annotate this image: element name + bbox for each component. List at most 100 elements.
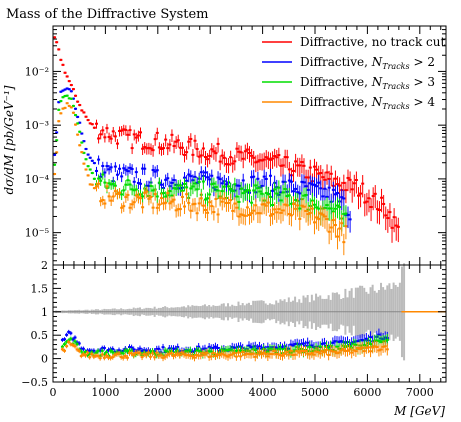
main-data-point bbox=[183, 182, 187, 185]
legend-entry-label: Diffractive, NTracks > 3 bbox=[300, 75, 435, 91]
main-data-point bbox=[271, 189, 275, 192]
main-data-point bbox=[130, 147, 134, 150]
ratio-data-point bbox=[285, 351, 289, 354]
main-data-point bbox=[78, 130, 82, 133]
ratio-data-point bbox=[337, 351, 341, 354]
main-data-point bbox=[342, 212, 346, 215]
ratio-data-point bbox=[385, 338, 389, 341]
main-data-point bbox=[170, 133, 174, 136]
main-data-point bbox=[193, 182, 197, 185]
main-data-point bbox=[292, 169, 296, 172]
main-data-point bbox=[281, 164, 285, 167]
main-data-point bbox=[191, 153, 195, 156]
main-data-point bbox=[115, 192, 119, 195]
main-data-point bbox=[260, 184, 264, 187]
main-data-point bbox=[233, 202, 237, 205]
main-data-point bbox=[92, 187, 96, 190]
ratio-data-point bbox=[119, 351, 123, 354]
main-data-point bbox=[250, 176, 254, 179]
ratio-data-point bbox=[383, 345, 387, 348]
main-data-point bbox=[273, 188, 277, 191]
ratio-data-point bbox=[348, 348, 352, 351]
main-data-point bbox=[292, 203, 296, 206]
main-data-point bbox=[369, 205, 373, 208]
main-data-point bbox=[212, 182, 216, 185]
main-data-point bbox=[130, 203, 134, 206]
ratio-data-point bbox=[377, 349, 381, 352]
main-data-point bbox=[239, 151, 243, 154]
ratio-data-point bbox=[92, 349, 96, 352]
main-data-point bbox=[80, 109, 84, 112]
ratio-data-point bbox=[167, 352, 171, 355]
main-data-point bbox=[147, 146, 151, 149]
main-data-point bbox=[296, 191, 300, 194]
main-data-point bbox=[248, 151, 251, 154]
ratio-data-point bbox=[335, 352, 339, 355]
main-data-point bbox=[172, 145, 176, 148]
main-data-point bbox=[281, 180, 285, 183]
ratio-data-point bbox=[203, 347, 207, 350]
ratio-data-point bbox=[375, 346, 379, 349]
ratio-data-point bbox=[299, 349, 303, 352]
main-data-point bbox=[84, 147, 88, 150]
ratio-data-point bbox=[90, 353, 94, 356]
main-data-point bbox=[283, 203, 287, 206]
main-data-point bbox=[55, 151, 59, 154]
main-data-point bbox=[302, 164, 306, 167]
main-data-point bbox=[384, 214, 388, 217]
ratio-data-point bbox=[291, 344, 295, 347]
ratio-data-point bbox=[75, 348, 79, 351]
ratio-data-point bbox=[337, 340, 341, 343]
ratio-data-point bbox=[260, 353, 264, 356]
main-data-point bbox=[319, 172, 323, 175]
ratio-data-point bbox=[360, 338, 364, 341]
main-data-point bbox=[346, 213, 350, 216]
main-data-point bbox=[55, 41, 59, 44]
ratio-x-tick-label: 3000 bbox=[196, 386, 224, 399]
main-data-point bbox=[164, 195, 168, 198]
main-data-point bbox=[71, 104, 75, 107]
main-data-point bbox=[237, 184, 241, 187]
ratio-data-point bbox=[322, 342, 326, 345]
main-data-point bbox=[141, 195, 145, 198]
main-data-point bbox=[352, 182, 356, 185]
main-data-point bbox=[105, 165, 109, 168]
ratio-data-point bbox=[207, 355, 211, 358]
main-data-point bbox=[317, 181, 321, 184]
main-data-point bbox=[325, 204, 329, 207]
ratio-data-point bbox=[132, 354, 136, 357]
main-data-point bbox=[65, 87, 69, 90]
ratio-data-point bbox=[111, 347, 115, 350]
ratio-data-point bbox=[247, 344, 251, 347]
ratio-data-point bbox=[138, 352, 142, 355]
ratio-data-point bbox=[192, 356, 196, 359]
main-data-point bbox=[319, 187, 323, 190]
main-data-point bbox=[99, 133, 103, 136]
main-data-point bbox=[310, 207, 314, 210]
ratio-data-point bbox=[283, 352, 287, 355]
main-data-point bbox=[218, 178, 222, 181]
ratio-data-point bbox=[128, 346, 132, 349]
main-data-point bbox=[151, 189, 155, 192]
main-data-point bbox=[153, 138, 157, 141]
main-data-point bbox=[65, 94, 69, 97]
main-data-point bbox=[168, 202, 172, 205]
main-data-point bbox=[300, 180, 304, 183]
main-data-point bbox=[124, 128, 128, 131]
main-data-point bbox=[279, 164, 283, 167]
ratio-data-point bbox=[144, 349, 148, 352]
ratio-data-point bbox=[320, 342, 324, 345]
ratio-data-point bbox=[297, 351, 301, 354]
main-data-point bbox=[57, 108, 61, 111]
ratio-data-point bbox=[134, 351, 138, 354]
main-data-point bbox=[333, 224, 337, 227]
ratio-data-point bbox=[289, 343, 293, 346]
ratio-data-point bbox=[104, 351, 108, 354]
ratio-data-point bbox=[304, 350, 308, 353]
main-data-point bbox=[53, 163, 57, 166]
ratio-data-point bbox=[331, 350, 335, 353]
main-data-point bbox=[375, 208, 379, 211]
main-data-point bbox=[115, 173, 119, 176]
ratio-data-point bbox=[65, 345, 69, 348]
main-data-point bbox=[134, 188, 138, 191]
